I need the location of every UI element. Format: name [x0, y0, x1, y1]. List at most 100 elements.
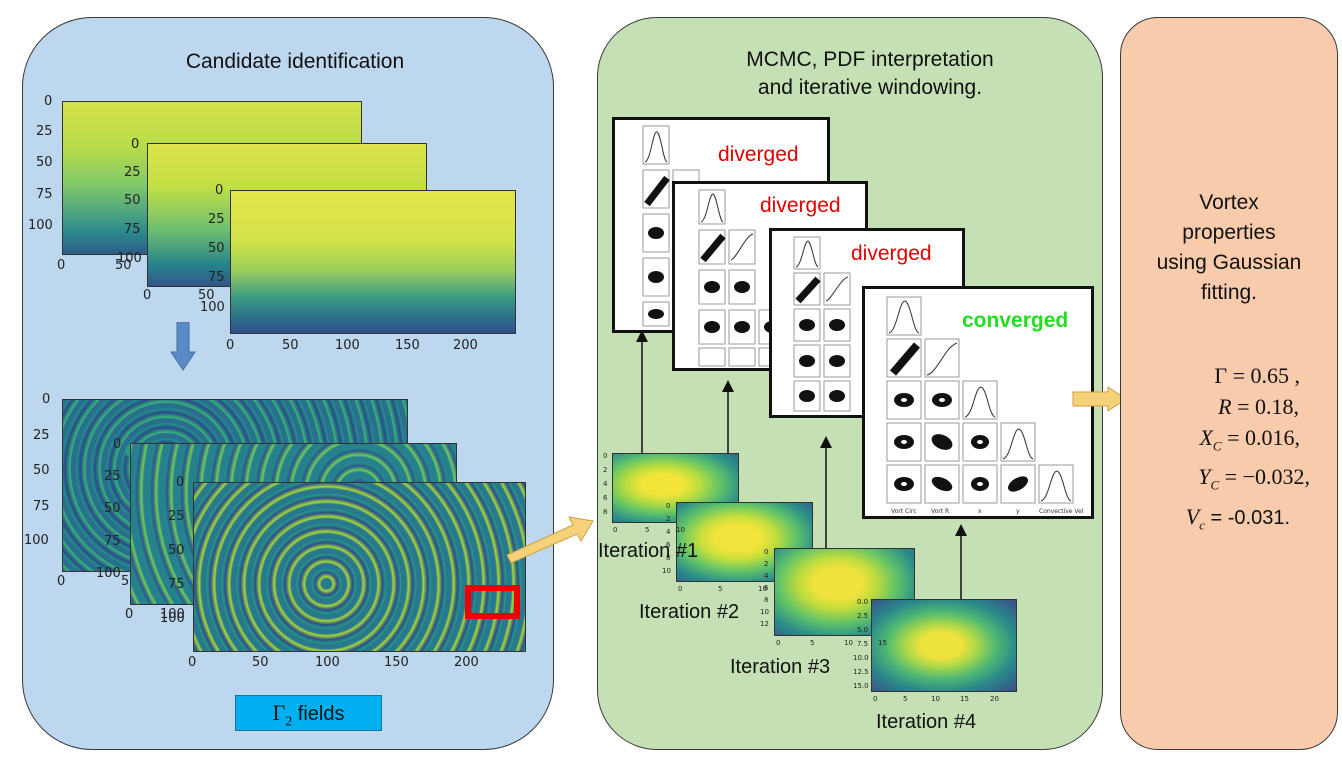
- vf3-ytick: 0: [215, 183, 224, 198]
- corner-xlabel: Vort Circ: [891, 508, 917, 515]
- iter2-xtick: 0: [678, 585, 683, 593]
- vf2-ytick: 0: [131, 137, 140, 152]
- vf3-xtick: 0: [226, 338, 235, 353]
- g3-xtick: 100: [315, 655, 340, 670]
- vortex-results: Γ = 0.65 , R = 0.18, XC = 0.016, YC = −0…: [1146, 360, 1332, 540]
- g1-ytick: 0: [42, 392, 51, 407]
- vf3-xtick: 50: [282, 338, 299, 353]
- g2-ytick: 100: [96, 566, 121, 581]
- iter3-xtick: 15: [878, 639, 887, 647]
- g2-ytick: 0: [113, 437, 122, 452]
- iter2-xtick: 10: [758, 585, 767, 593]
- corner-plot-2-status: diverged: [760, 194, 841, 217]
- result-value: = 0.65 ,: [1227, 363, 1300, 388]
- vf2-ytick: 50: [124, 193, 141, 208]
- vf2-ytick: 25: [124, 165, 141, 180]
- iter2-ytick: 4: [666, 528, 671, 536]
- vf2-ytick: 100: [117, 251, 142, 266]
- gamma2-fields-label: Γ2 fields: [235, 695, 382, 731]
- vf1-xtick: 0: [57, 258, 66, 273]
- g1-ytick: 50: [33, 463, 50, 478]
- iter4-xtick: 5: [903, 695, 908, 703]
- iter3-ytick: 4: [764, 572, 769, 580]
- vf3-xtick: 200: [453, 338, 478, 353]
- down-arrow-icon: [170, 322, 196, 371]
- g3-xtick: 150: [384, 655, 409, 670]
- g1-xtick: 5: [121, 574, 130, 589]
- g3-xtick: 200: [454, 655, 479, 670]
- vortex-panel-title: Vortex properties using Gaussian fitting…: [1128, 188, 1330, 308]
- vf3-ytick: 75: [208, 270, 225, 285]
- iter4-ytick: 2.5: [857, 612, 869, 620]
- g3-ytick: 50: [168, 543, 185, 558]
- iter2-ytick: 10: [662, 567, 671, 575]
- result-vc: Vc = -0.031.: [1146, 501, 1332, 540]
- corner-plot-3-status: diverged: [851, 242, 932, 265]
- vortex-title-line1: Vortex: [1199, 191, 1259, 214]
- iteration-4-window: [871, 599, 1017, 692]
- gamma-fields-text: fields: [292, 703, 345, 725]
- g2-xtick: 0: [125, 607, 134, 622]
- g3-ytick: 25: [168, 509, 185, 524]
- iter4-xtick: 10: [931, 695, 940, 703]
- iter1-ytick: 8: [603, 508, 608, 516]
- iteration-4-label: Iteration #4: [876, 711, 977, 733]
- result-subscript: c: [1199, 517, 1205, 533]
- vf1-ytick: 100: [28, 218, 53, 233]
- iter3-ytick: 10: [760, 608, 769, 616]
- result-xc: XC = 0.016,: [1146, 422, 1332, 461]
- g2-ytick: 75: [104, 534, 121, 549]
- iter3-ytick: 8: [764, 596, 769, 604]
- iter4-xtick: 0: [873, 695, 878, 703]
- vf1-ytick: 50: [36, 155, 53, 170]
- gamma2-field-plot-3: [193, 482, 526, 652]
- vf1-xtick: 50: [115, 258, 132, 273]
- result-circulation: Γ = 0.65 ,: [1146, 360, 1332, 391]
- iter4-xtick: 15: [960, 695, 969, 703]
- gamma-subscript: 2: [285, 714, 293, 730]
- vf3-xtick: 100: [335, 338, 360, 353]
- corner-plot-3-graphic: [793, 236, 851, 412]
- g3-ytick: 100: [160, 611, 185, 626]
- right-arrow-icon: [1072, 386, 1127, 412]
- g1-ytick: 100: [24, 533, 49, 548]
- iter1-ytick: 6: [603, 494, 608, 502]
- iter2-ytick: 6: [666, 541, 671, 549]
- iter4-ytick: 0.0: [857, 598, 869, 606]
- corner-plot-4: Vort Circ Vort R x y Convective Vel: [862, 286, 1094, 519]
- vf2-xtick: 0: [143, 288, 152, 303]
- vf1-ytick: 25: [36, 124, 53, 139]
- iter2-xtick: 5: [718, 585, 723, 593]
- iter4-ytick: 12.5: [853, 668, 869, 676]
- iter1-xtick: 0: [613, 526, 618, 534]
- vortex-title-line3: using Gaussian: [1156, 251, 1302, 275]
- g2-ytick: 25: [104, 469, 121, 484]
- iter4-ytick: 10.0: [853, 654, 869, 662]
- iter3-ytick: 6: [764, 584, 769, 592]
- vortex-title-line2: properties: [1182, 221, 1276, 245]
- iter1-ytick: 0: [603, 452, 608, 460]
- iter4-ytick: 15.0: [853, 682, 869, 690]
- g2-xtick: 100: [160, 607, 185, 622]
- iter3-ytick: 2: [764, 560, 769, 568]
- corner-xlabel: Convective Vel: [1039, 508, 1084, 515]
- iteration-1-label: Iteration #1: [598, 540, 699, 562]
- corner-xlabel: y: [1016, 508, 1020, 515]
- result-subscript: C: [1212, 438, 1222, 454]
- g3-xtick: 0: [188, 655, 197, 670]
- vf2-ytick: 75: [124, 222, 141, 237]
- vortex-title-line4: fitting.: [1200, 281, 1258, 305]
- result-symbol: X: [1199, 425, 1213, 450]
- vortex-properties-panel: [1120, 17, 1338, 750]
- result-symbol: R: [1218, 394, 1232, 419]
- g1-ytick: 25: [33, 428, 50, 443]
- iter1-ytick: 2: [603, 466, 608, 474]
- result-yc: YC = −0.032,: [1146, 461, 1332, 500]
- corner-plot-4-graphic: Vort Circ Vort R x y Convective Vel: [886, 296, 1084, 515]
- corner-xlabel: Vort R: [931, 508, 949, 515]
- right-arrow-icon: [506, 516, 594, 564]
- iter3-xtick: 5: [810, 639, 815, 647]
- iter1-xtick: 10: [676, 526, 685, 534]
- iter4-ytick: 5.0: [857, 626, 869, 634]
- g1-xtick: 0: [57, 574, 66, 589]
